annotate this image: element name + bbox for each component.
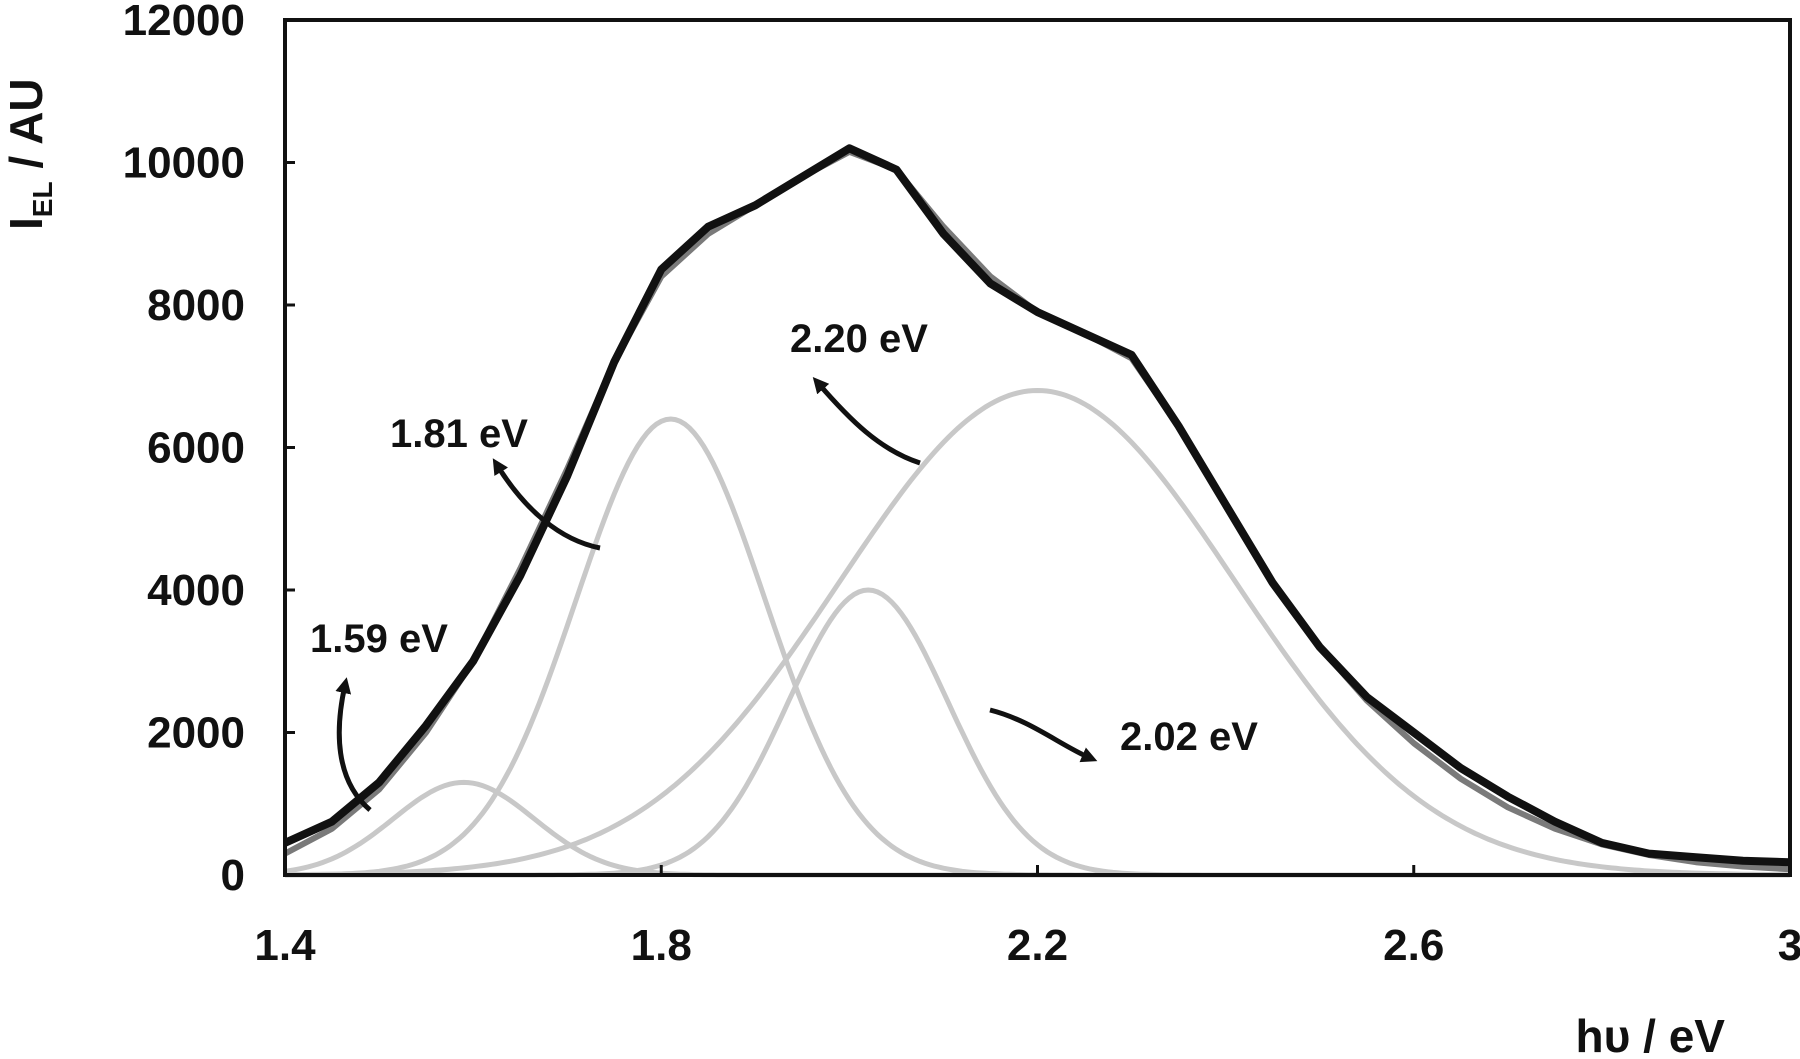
y-tick-label: 6000: [147, 424, 245, 473]
peak-label-3: 2.02 eV: [1120, 715, 1258, 759]
peak-label-2: 1.81 eV: [390, 412, 528, 456]
x-tick-label: 2.6: [1383, 921, 1444, 970]
fit-series-line: [283, 148, 1791, 873]
y-axis-title-subscript: EL: [27, 181, 58, 217]
component-curve-4: [284, 387, 1791, 878]
x-tick-label: 3: [1778, 921, 1800, 970]
peak-label-4: 2.20 eV: [790, 317, 928, 361]
y-axis-ticks: 0 2000 4000 6000 8000 10000 12000: [123, 0, 295, 900]
measured-series-line: [283, 144, 1791, 867]
fit-components: [284, 387, 1791, 878]
x-tick-label: 1.4: [254, 921, 316, 970]
peak-annotations: 1.59 eV 1.81 eV 2.02 eV 2.20 eV: [310, 317, 1258, 812]
x-tick-label: 2.2: [1007, 921, 1068, 970]
x-axis-title: hυ / eV: [1576, 1010, 1726, 1059]
y-axis-title-rest: / AU: [0, 78, 52, 181]
y-tick-label: 0: [221, 851, 245, 900]
y-axis-title: IEL / AU: [0, 78, 58, 230]
y-tick-label: 2000: [147, 709, 245, 758]
y-tick-label: 10000: [123, 139, 245, 188]
peak-label-1: 1.59 eV: [310, 617, 448, 661]
peak-arrow-3: [989, 707, 1098, 763]
x-tick-label: 1.8: [631, 921, 692, 970]
x-axis-ticks: 1.4 1.8 2.2 2.6 3: [254, 865, 1800, 970]
y-tick-label: 8000: [147, 281, 245, 330]
y-tick-label: 12000: [123, 0, 245, 45]
data-series: [283, 144, 1791, 873]
peak-arrow-4: [812, 376, 921, 466]
y-tick-label: 4000: [147, 566, 245, 615]
peak-arrow-2: [492, 458, 601, 551]
y-axis-title-main: I: [0, 217, 52, 230]
peak-arrow-1: [335, 677, 372, 812]
